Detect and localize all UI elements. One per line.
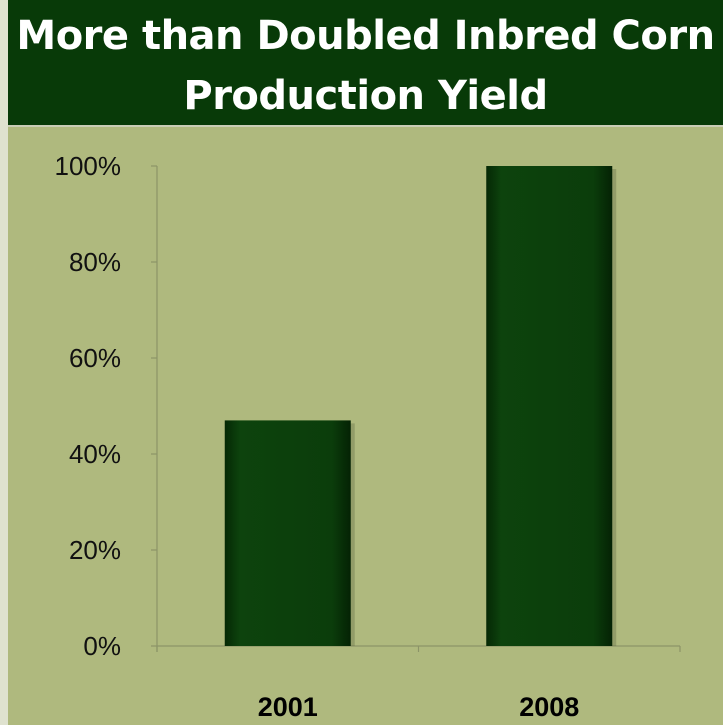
bar-2008: [486, 166, 613, 646]
y-tick-label: 0%: [83, 631, 121, 661]
y-tick-label: 20%: [69, 535, 121, 565]
chart-title: More than Doubled Inbred Corn Production…: [16, 13, 715, 119]
y-tick-label: 100%: [55, 151, 122, 181]
y-tick-label: 40%: [69, 439, 121, 469]
y-tick-label: 60%: [69, 343, 121, 373]
title-band: [8, 0, 723, 127]
slide-edge: [0, 0, 8, 725]
x-category-label: 2008: [519, 692, 579, 722]
bar-2001: [224, 420, 351, 646]
x-category-label: 2001: [258, 692, 318, 722]
y-tick-label: 80%: [69, 247, 121, 277]
